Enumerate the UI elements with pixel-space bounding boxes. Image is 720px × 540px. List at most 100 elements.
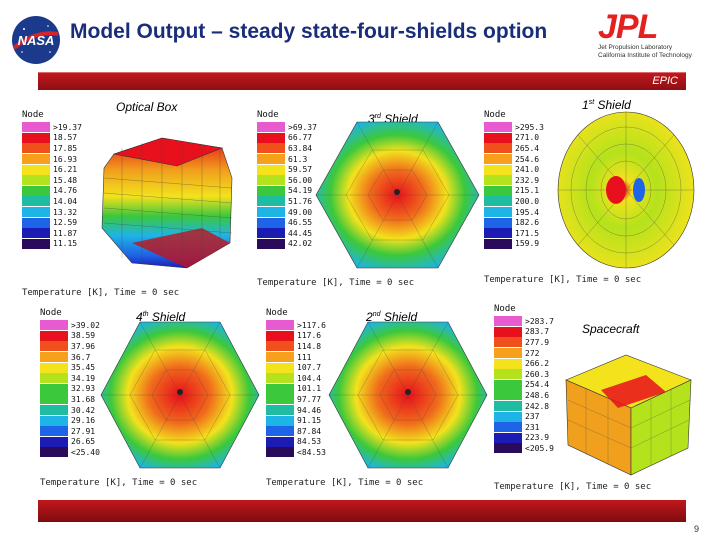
- legend-swatch: [257, 217, 285, 228]
- legend-swatch: [22, 185, 50, 196]
- legend-swatch: [40, 341, 68, 352]
- legend-swatch: [266, 426, 294, 437]
- legend-row: <84.53: [266, 447, 326, 458]
- legend-value: 14.76: [53, 186, 78, 196]
- legend-row: 49.00: [257, 207, 317, 218]
- legend-swatch: [266, 436, 294, 447]
- legend-value: 14.04: [53, 196, 78, 206]
- legend-value: 266.2: [525, 359, 550, 369]
- shield2-label: 2nd Shield: [366, 310, 417, 324]
- legend-swatch: [257, 196, 285, 207]
- legend-row: 97.77: [266, 394, 326, 405]
- optical-box-caption: Temperature [K], Time = 0 sec: [22, 288, 180, 298]
- legend-row: 260.3: [494, 369, 554, 380]
- legend-swatch: [484, 207, 512, 218]
- legend-value: 49.00: [288, 207, 313, 217]
- legend-row: 272: [494, 348, 554, 359]
- legend-swatch: [22, 228, 50, 239]
- legend-row: >19.37: [22, 122, 82, 133]
- legend-swatch: [494, 411, 522, 422]
- legend-value: <205.9: [525, 443, 554, 453]
- legend-swatch: [494, 443, 522, 454]
- legend-row: 26.65: [40, 436, 100, 448]
- legend-row: <205.9: [494, 443, 554, 454]
- legend-row: 16.93: [22, 154, 82, 165]
- legend-value: 51.76: [288, 196, 313, 206]
- legend-value: 12.59: [53, 218, 78, 228]
- legend-row: 84.53: [266, 436, 326, 448]
- legend-swatch: [22, 132, 50, 143]
- legend-row: 15.48: [22, 175, 82, 186]
- legend-swatch: [257, 143, 285, 154]
- legend-value: 195.4: [515, 207, 540, 217]
- legend-value: 54.19: [288, 186, 313, 196]
- legend-value: >283.7: [525, 316, 554, 326]
- legend-row: 42.02: [257, 238, 317, 250]
- legend-value: 61.3: [288, 154, 308, 164]
- shield1-label: 1st Shield: [582, 98, 631, 112]
- legend-swatch: [494, 326, 522, 337]
- legend-value: 215.1: [515, 186, 540, 196]
- shield3-plot: [315, 121, 480, 269]
- legend-row: 11.87: [22, 228, 82, 239]
- legend-value: 35.45: [71, 363, 96, 373]
- legend-swatch: [257, 154, 285, 165]
- legend-value: 36.7: [71, 352, 91, 362]
- shield2-caption: Temperature [K], Time = 0 sec: [266, 478, 424, 488]
- legend-value: 91.15: [297, 416, 322, 426]
- legend-value: 87.84: [297, 426, 322, 436]
- legend-row: 237: [494, 411, 554, 422]
- legend-row: 242.8: [494, 401, 554, 412]
- legend-value: 111: [297, 352, 312, 362]
- legend-swatch: [257, 238, 285, 249]
- legend-row: 91.15: [266, 415, 326, 426]
- legend-row: 14.04: [22, 196, 82, 207]
- legend-row: 38.59: [40, 330, 100, 342]
- legend-row: 254.6: [484, 154, 544, 165]
- legend-row: 18.57: [22, 132, 82, 144]
- legend-swatch: [257, 228, 285, 239]
- legend-swatch: [494, 369, 522, 380]
- footer-bar: [38, 500, 686, 522]
- shield2-legend: Node >117.6 117.6 114.8 111 107.7 104.4 101.1 9…: [266, 308, 326, 458]
- legend-value: 171.5: [515, 228, 540, 238]
- legend-value: 271.0: [515, 133, 540, 143]
- legend-swatch: [40, 426, 68, 437]
- legend-value: 11.87: [53, 228, 78, 238]
- legend-swatch: [22, 217, 50, 228]
- legend-node-label: Node: [22, 110, 44, 120]
- legend-value: 29.16: [71, 416, 96, 426]
- header-bar: EPIC: [38, 72, 686, 90]
- legend-value: 283.7: [525, 327, 550, 337]
- legend-value: 237: [525, 412, 540, 422]
- shield1-label-text: Shield: [597, 98, 631, 112]
- legend-swatch: [266, 362, 294, 373]
- legend-swatch: [484, 175, 512, 186]
- legend-row: 159.9: [484, 238, 544, 250]
- optical-box-legend: Node >19.37 18.57 17.85 16.93 16.21 15.48 14.7…: [22, 110, 82, 249]
- legend-row: 232.9: [484, 175, 544, 186]
- legend-value: 277.9: [525, 337, 550, 347]
- legend-node-label: Node: [40, 308, 62, 318]
- legend-value: 242.8: [525, 401, 550, 411]
- legend-swatch: [40, 436, 68, 447]
- shield4-caption: Temperature [K], Time = 0 sec: [40, 478, 198, 488]
- legend-row: 12.59: [22, 217, 82, 228]
- legend-swatch: [257, 122, 285, 133]
- legend-node-label: Node: [266, 308, 288, 318]
- shield1-label-sup: st: [588, 99, 595, 106]
- legend-row: <25.40: [40, 447, 100, 458]
- spacecraft-plot: [565, 354, 692, 476]
- legend-value: >19.37: [53, 122, 82, 132]
- spacecraft-label: Spacecraft: [582, 322, 640, 336]
- shield2-label-text: Shield: [383, 310, 418, 324]
- legend-swatch: [266, 352, 294, 363]
- legend-value: 84.53: [297, 437, 322, 447]
- legend-row: 30.42: [40, 405, 100, 416]
- legend-value: 232.9: [515, 175, 540, 185]
- legend-swatch: [494, 379, 522, 390]
- legend-swatch: [257, 164, 285, 175]
- legend-row: 27.91: [40, 426, 100, 437]
- legend-value: >295.3: [515, 122, 544, 132]
- shield2-plot: [328, 321, 488, 469]
